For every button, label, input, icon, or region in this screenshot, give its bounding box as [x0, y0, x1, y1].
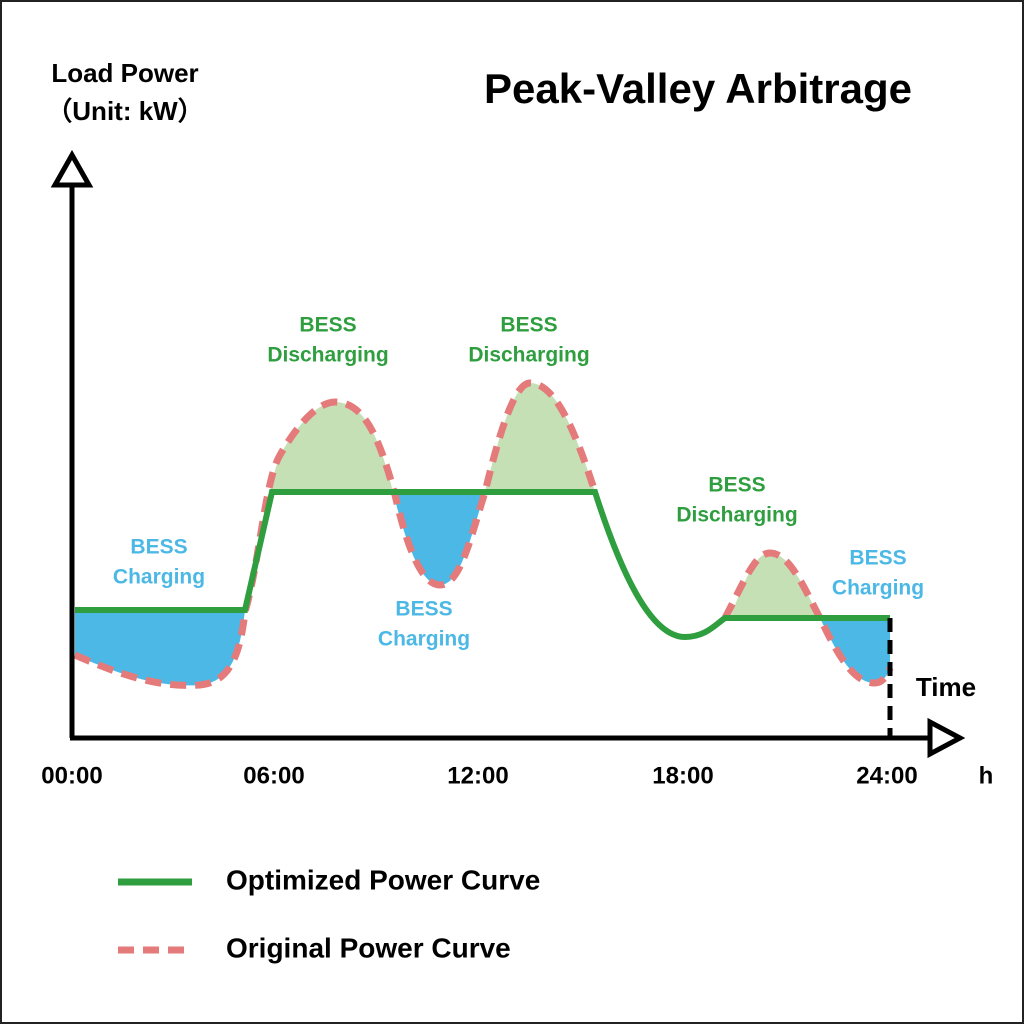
x-axis-label: Time	[916, 672, 976, 702]
annotation: BESS	[500, 314, 557, 337]
x-axis-unit: h	[979, 762, 994, 789]
annotation: Discharging	[267, 344, 388, 367]
annotation: Charging	[378, 628, 470, 651]
annotation: Charging	[113, 566, 205, 589]
x-axis-arrow	[927, 717, 966, 759]
charging-area	[75, 610, 245, 686]
annotation: BESS	[708, 474, 765, 497]
annotation: Discharging	[676, 504, 797, 527]
annotation: Discharging	[468, 344, 589, 367]
x-tick-label: 06:00	[243, 762, 304, 789]
title: Peak-Valley Arbitrage	[484, 65, 912, 112]
legend-label: Original Power Curve	[226, 932, 511, 963]
annotation: Charging	[832, 577, 924, 600]
y-axis-label: Load Power	[51, 58, 198, 88]
optimized-curve	[75, 489, 890, 641]
y-axis-arrow	[50, 149, 94, 188]
original-curve	[73, 379, 894, 689]
annotation: BESS	[299, 314, 356, 337]
x-tick-label: 18:00	[652, 762, 713, 789]
annotation: BESS	[130, 536, 187, 559]
legend-label: Optimized Power Curve	[226, 864, 540, 895]
x-tick-label: 12:00	[447, 762, 508, 789]
annotation: BESS	[395, 598, 452, 621]
x-tick-label: 24:00	[856, 762, 917, 789]
x-tick-label: 00:00	[41, 762, 102, 789]
discharging-area	[270, 402, 393, 492]
area-fills	[75, 383, 890, 686]
y-axis-label: （Unit: kW）	[46, 96, 203, 126]
charging-area	[820, 618, 890, 683]
charging-area	[393, 492, 485, 585]
annotation: BESS	[849, 547, 906, 570]
